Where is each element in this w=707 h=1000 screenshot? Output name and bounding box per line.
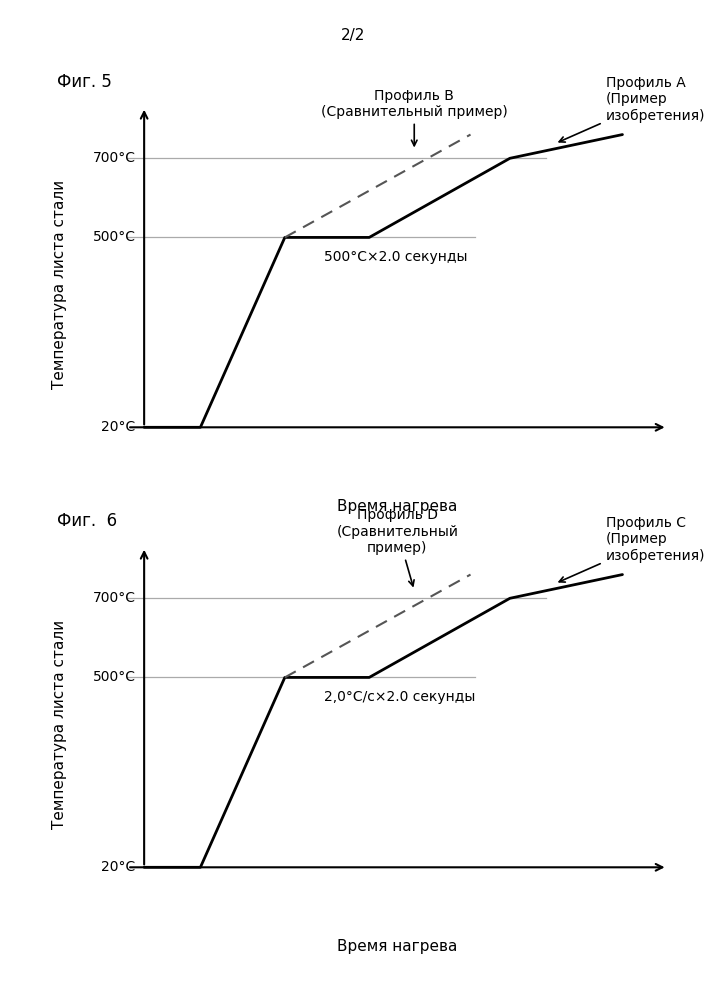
- Text: 500°С: 500°С: [93, 670, 136, 684]
- Text: 20°С: 20°С: [101, 860, 136, 874]
- Text: 2/2: 2/2: [341, 28, 366, 43]
- Text: Профиль А
(Пример
изобретения): Профиль А (Пример изобретения): [559, 76, 705, 142]
- Text: 20°С: 20°С: [101, 420, 136, 434]
- Text: Время нагрева: Время нагрева: [337, 499, 457, 514]
- Text: Фиг. 5: Фиг. 5: [57, 73, 112, 91]
- Text: 2,0°С/с×2.0 секунды: 2,0°С/с×2.0 секунды: [325, 690, 476, 704]
- Text: Фиг.  6: Фиг. 6: [57, 512, 117, 530]
- Text: Температура листа стали: Температура листа стали: [52, 620, 67, 829]
- Text: 700°С: 700°С: [93, 591, 136, 605]
- Text: Время нагрева: Время нагрева: [337, 939, 457, 954]
- Text: Профиль D
(Сравнительный
пример): Профиль D (Сравнительный пример): [337, 508, 458, 586]
- Text: Профиль С
(Пример
изобретения): Профиль С (Пример изобретения): [559, 516, 705, 582]
- Text: Профиль B
(Сравнительный пример): Профиль B (Сравнительный пример): [321, 89, 508, 146]
- Text: 500°С×2.0 секунды: 500°С×2.0 секунды: [325, 250, 468, 264]
- Text: 500°С: 500°С: [93, 230, 136, 244]
- Text: 700°С: 700°С: [93, 151, 136, 165]
- Text: Температура листа стали: Температура листа стали: [52, 180, 67, 389]
